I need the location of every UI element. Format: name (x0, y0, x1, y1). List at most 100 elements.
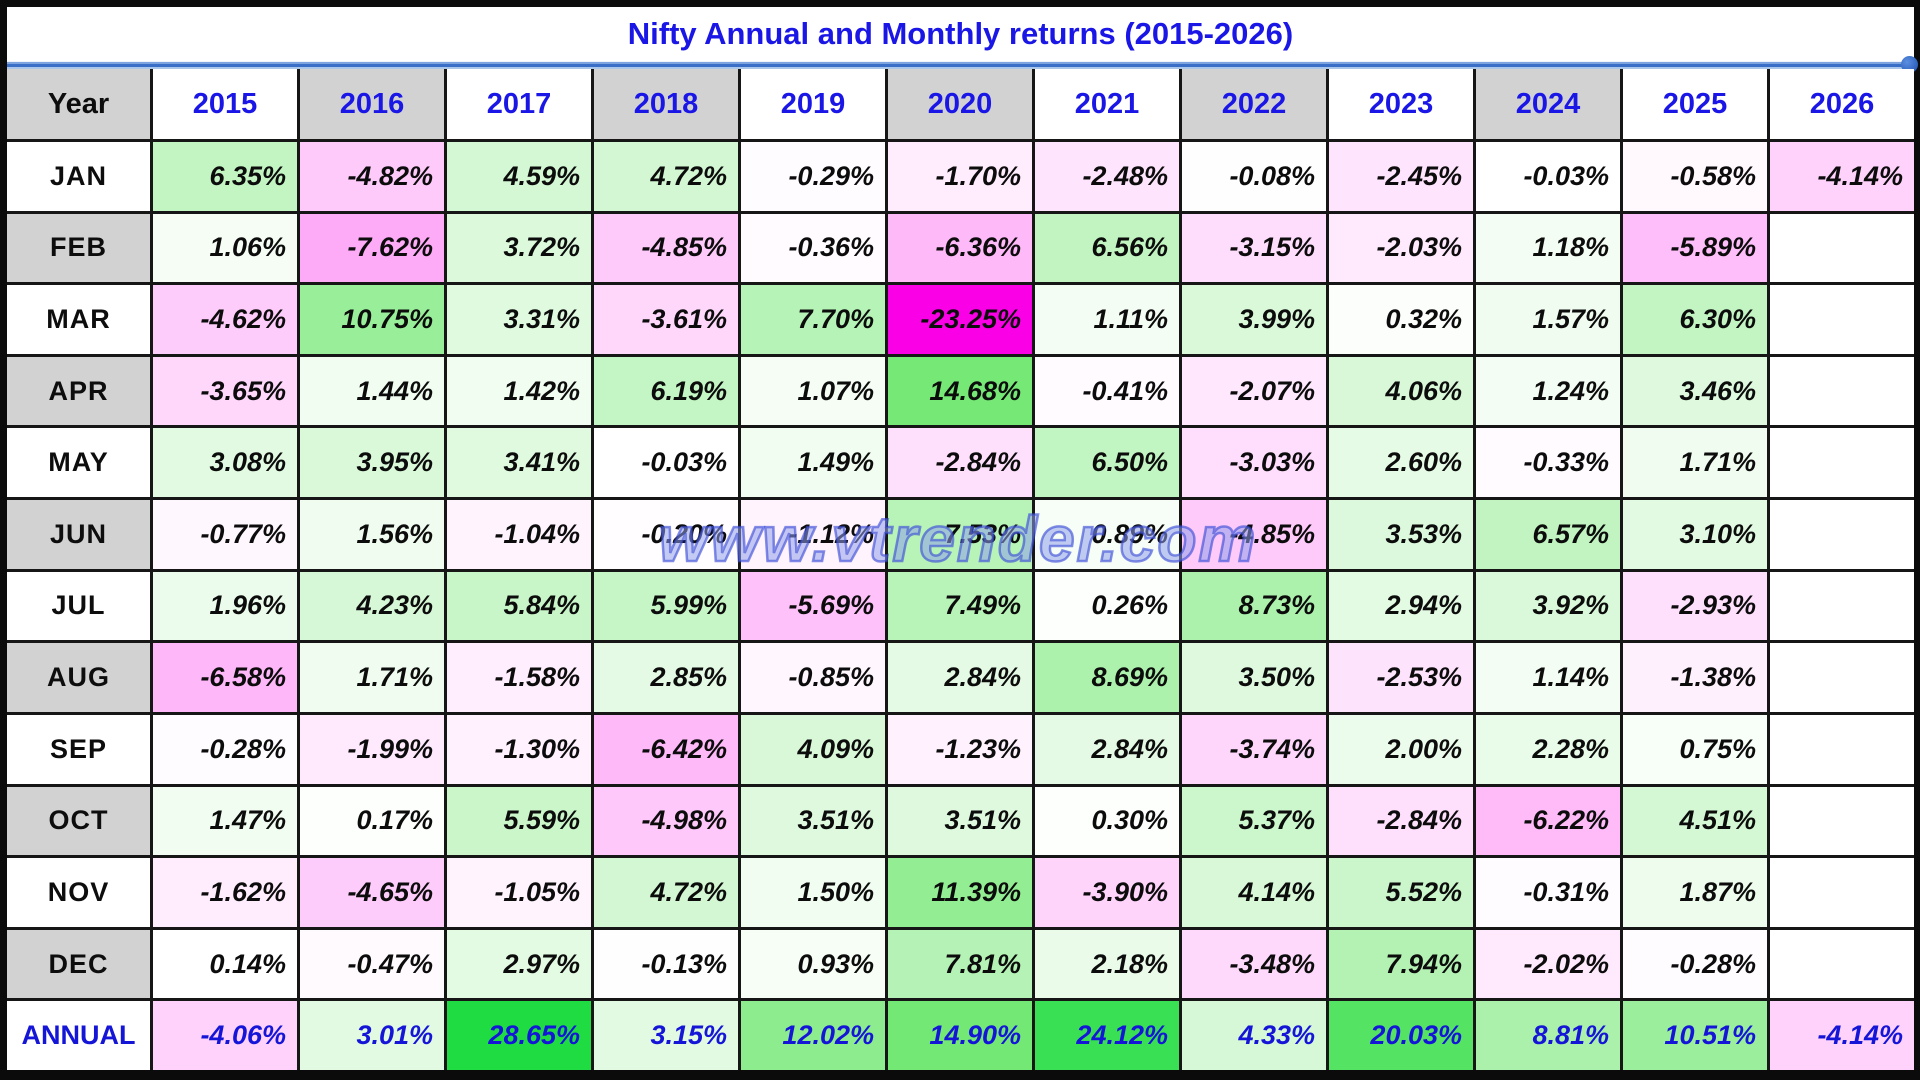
cell-JUN-2017: -1.04% (447, 500, 591, 569)
col-header-2018: 2018 (594, 69, 738, 139)
cell-JUN-2026 (1770, 500, 1914, 569)
cell-JAN-2020: -1.70% (888, 142, 1032, 211)
cell-NOV-2020: 11.39% (888, 858, 1032, 927)
cell-MAY-2021: 6.50% (1035, 428, 1179, 498)
cell-FEB-2022: -3.15% (1182, 213, 1326, 283)
cell-JUN-2016: 1.56% (300, 500, 444, 569)
cell-JAN-2018: 4.72% (594, 142, 738, 211)
cell-JAN-2015: 6.35% (153, 142, 297, 211)
cell-NOV-2019: 1.50% (741, 858, 885, 927)
cell-ANNUAL-2025: 10.51% (1623, 1001, 1767, 1070)
cell-FEB-2026 (1770, 213, 1914, 283)
cell-OCT-2025: 4.51% (1623, 786, 1767, 856)
cell-SEP-2026 (1770, 714, 1914, 784)
cell-ANNUAL-2024: 8.81% (1476, 1001, 1620, 1070)
cell-OCT-2018: -4.98% (594, 786, 738, 856)
cell-DEC-2026 (1770, 929, 1914, 999)
row-label-SEP: SEP (7, 714, 150, 784)
cell-ANNUAL-2020: 14.90% (888, 1001, 1032, 1070)
year-header: Year (7, 69, 150, 139)
cell-MAR-2019: 7.70% (741, 285, 885, 354)
cell-JUL-2023: 2.94% (1329, 571, 1473, 641)
cell-JUL-2024: 3.92% (1476, 571, 1620, 641)
cell-FEB-2020: -6.36% (888, 213, 1032, 283)
cell-OCT-2024: -6.22% (1476, 786, 1620, 856)
cell-JAN-2024: -0.03% (1476, 142, 1620, 211)
cell-APR-2024: 1.24% (1476, 356, 1620, 426)
row-label-APR: APR (7, 356, 150, 426)
cell-OCT-2023: -2.84% (1329, 786, 1473, 856)
col-header-2020: 2020 (888, 69, 1032, 139)
cell-JUL-2021: 0.26% (1035, 571, 1179, 641)
cell-OCT-2026 (1770, 786, 1914, 856)
cell-SEP-2018: -6.42% (594, 714, 738, 784)
row-label-JUN: JUN (7, 500, 150, 569)
cell-JUN-2018: -0.20% (594, 500, 738, 569)
returns-grid: Year 2015 2016 2017 2018 2019 2020 2021 2022 2023… (7, 69, 1914, 1070)
cell-DEC-2016: -0.47% (300, 929, 444, 999)
cell-FEB-2018: -4.85% (594, 213, 738, 283)
cell-OCT-2020: 3.51% (888, 786, 1032, 856)
cell-MAR-2015: -4.62% (153, 285, 297, 354)
cell-NOV-2025: 1.87% (1623, 858, 1767, 927)
cell-JUN-2019: -1.12% (741, 500, 885, 569)
cell-ANNUAL-2026: -4.14% (1770, 1001, 1914, 1070)
cell-MAR-2022: 3.99% (1182, 285, 1326, 354)
cell-APR-2025: 3.46% (1623, 356, 1767, 426)
cell-SEP-2020: -1.23% (888, 714, 1032, 784)
cell-SEP-2023: 2.00% (1329, 714, 1473, 784)
cell-MAY-2022: -3.03% (1182, 428, 1326, 498)
cell-MAY-2020: -2.84% (888, 428, 1032, 498)
page-title: Nifty Annual and Monthly returns (2015-2… (627, 16, 1294, 51)
cell-AUG-2021: 8.69% (1035, 643, 1179, 712)
cell-JUL-2016: 4.23% (300, 571, 444, 641)
cell-APR-2018: 6.19% (594, 356, 738, 426)
row-label-MAY: MAY (7, 428, 150, 498)
cell-NOV-2017: -1.05% (447, 858, 591, 927)
cell-APR-2019: 1.07% (741, 356, 885, 426)
cell-MAY-2024: -0.33% (1476, 428, 1620, 498)
cell-JAN-2022: -0.08% (1182, 142, 1326, 211)
cell-APR-2021: -0.41% (1035, 356, 1179, 426)
col-header-2017: 2017 (447, 69, 591, 139)
row-label-NOV: NOV (7, 858, 150, 927)
cell-JUN-2020: 7.53% (888, 500, 1032, 569)
cell-MAR-2026 (1770, 285, 1914, 354)
cell-DEC-2018: -0.13% (594, 929, 738, 999)
cell-AUG-2018: 2.85% (594, 643, 738, 712)
cell-NOV-2022: 4.14% (1182, 858, 1326, 927)
col-header-2022: 2022 (1182, 69, 1326, 139)
cell-MAR-2021: 1.11% (1035, 285, 1179, 354)
cell-ANNUAL-2015: -4.06% (153, 1001, 297, 1070)
cell-JUN-2022: -4.85% (1182, 500, 1326, 569)
cell-DEC-2023: 7.94% (1329, 929, 1473, 999)
cell-JAN-2025: -0.58% (1623, 142, 1767, 211)
cell-MAR-2018: -3.61% (594, 285, 738, 354)
cell-MAY-2018: -0.03% (594, 428, 738, 498)
cell-AUG-2025: -1.38% (1623, 643, 1767, 712)
cell-JAN-2021: -2.48% (1035, 142, 1179, 211)
row-label-ANNUAL: ANNUAL (7, 1001, 150, 1070)
cell-NOV-2016: -4.65% (300, 858, 444, 927)
cell-MAR-2016: 10.75% (300, 285, 444, 354)
row-label-AUG: AUG (7, 643, 150, 712)
cell-MAR-2020: -23.25% (888, 285, 1032, 354)
cell-APR-2023: 4.06% (1329, 356, 1473, 426)
cell-JAN-2016: -4.82% (300, 142, 444, 211)
col-header-2015: 2015 (153, 69, 297, 139)
cell-JUN-2021: 0.89% (1035, 500, 1179, 569)
cell-ANNUAL-2023: 20.03% (1329, 1001, 1473, 1070)
col-header-2024: 2024 (1476, 69, 1620, 139)
cell-NOV-2015: -1.62% (153, 858, 297, 927)
cell-OCT-2021: 0.30% (1035, 786, 1179, 856)
cell-NOV-2021: -3.90% (1035, 858, 1179, 927)
col-header-2021: 2021 (1035, 69, 1179, 139)
cell-OCT-2016: 0.17% (300, 786, 444, 856)
cell-DEC-2019: 0.93% (741, 929, 885, 999)
cell-DEC-2022: -3.48% (1182, 929, 1326, 999)
cell-NOV-2024: -0.31% (1476, 858, 1620, 927)
row-label-JAN: JAN (7, 142, 150, 211)
cell-FEB-2023: -2.03% (1329, 213, 1473, 283)
cell-JAN-2017: 4.59% (447, 142, 591, 211)
row-label-DEC: DEC (7, 929, 150, 999)
